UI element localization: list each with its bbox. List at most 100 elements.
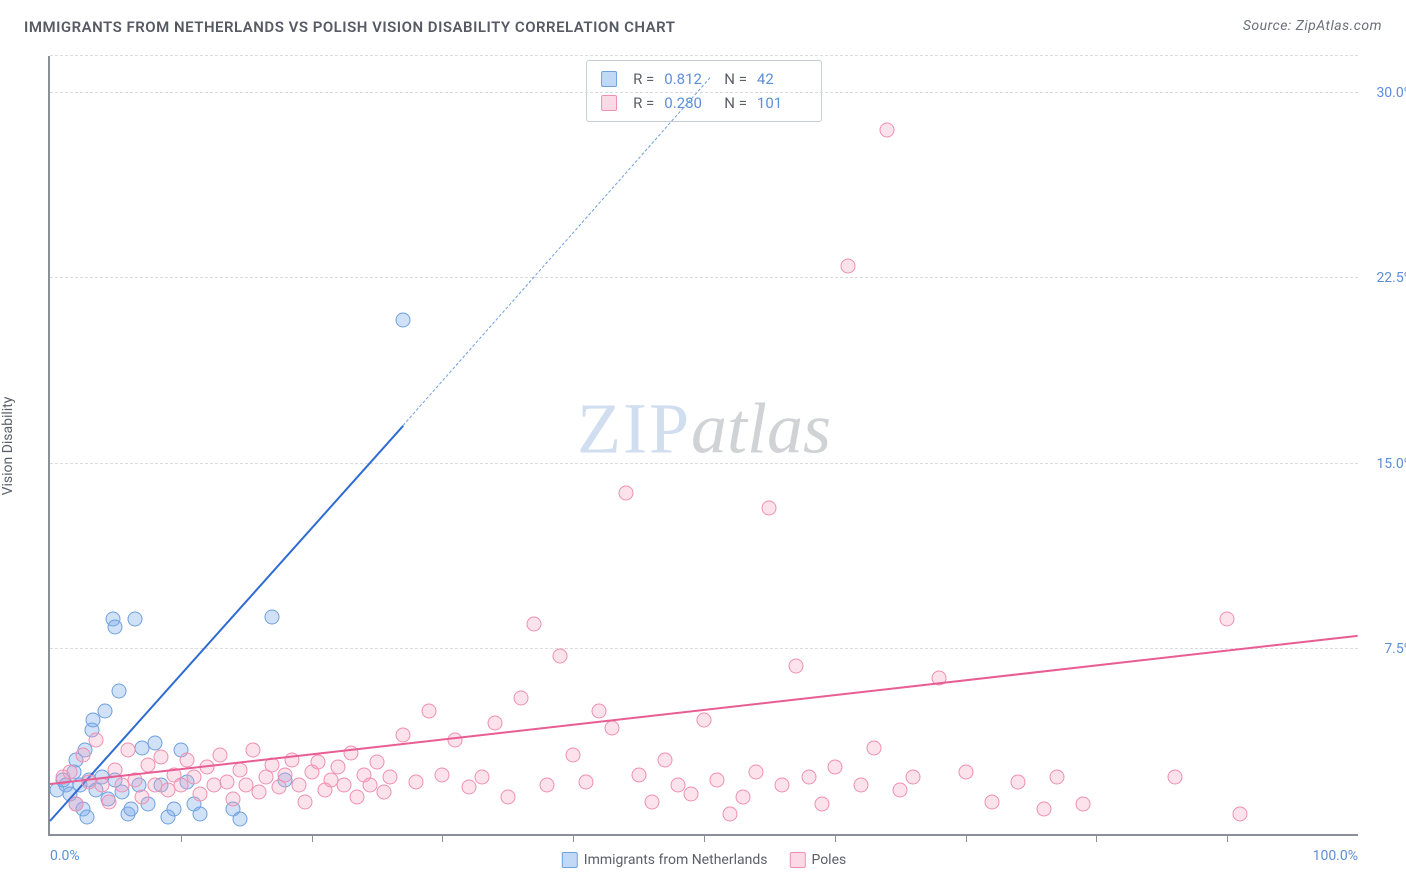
- data-point: [631, 767, 646, 782]
- data-point: [474, 770, 489, 785]
- data-point: [553, 649, 568, 664]
- data-point: [193, 787, 208, 802]
- correlation-legend: R = 0.812N = 42R = 0.280N = 101: [586, 60, 822, 122]
- data-point: [219, 775, 234, 790]
- data-point: [193, 807, 208, 822]
- pink-swatch: [601, 95, 617, 111]
- legend-row: R = 0.812N = 42: [601, 67, 807, 91]
- x-tick-label: 100.0%: [1313, 848, 1358, 864]
- data-point: [500, 789, 515, 804]
- series-legend: Immigrants from NetherlandsPoles: [562, 852, 846, 868]
- data-point: [128, 612, 143, 627]
- data-point: [252, 785, 267, 800]
- data-point: [1010, 775, 1025, 790]
- data-point: [448, 733, 463, 748]
- gridline: [50, 463, 1358, 464]
- x-tick: [704, 834, 705, 842]
- data-point: [788, 659, 803, 674]
- data-point: [736, 789, 751, 804]
- source-label: Source: ZipAtlas.com: [1243, 18, 1382, 34]
- x-tick: [442, 834, 443, 842]
- y-tick-label: 22.5%: [1376, 270, 1406, 286]
- data-point: [186, 770, 201, 785]
- data-point: [605, 720, 620, 735]
- data-point: [435, 767, 450, 782]
- gridline: [50, 92, 1358, 93]
- data-point: [396, 313, 411, 328]
- data-point: [226, 792, 241, 807]
- data-point: [112, 683, 127, 698]
- data-point: [124, 802, 139, 817]
- y-tick-label: 30.0%: [1376, 85, 1406, 101]
- data-point: [566, 747, 581, 762]
- data-point: [213, 747, 228, 762]
- data-point: [409, 775, 424, 790]
- data-point: [1076, 797, 1091, 812]
- data-point: [154, 750, 169, 765]
- data-point: [723, 807, 738, 822]
- data-point: [579, 775, 594, 790]
- data-point: [880, 123, 895, 138]
- data-point: [867, 740, 882, 755]
- data-point: [350, 789, 365, 804]
- regression-line: [50, 634, 1358, 784]
- data-point: [762, 500, 777, 515]
- watermark: ZIPatlas: [577, 388, 831, 471]
- gridline: [50, 277, 1358, 278]
- data-point: [487, 715, 502, 730]
- data-point: [1037, 802, 1052, 817]
- y-tick-label: 7.5%: [1384, 641, 1406, 657]
- regression-line: [49, 425, 404, 822]
- data-point: [75, 747, 90, 762]
- data-point: [1220, 612, 1235, 627]
- legend-item: Poles: [789, 852, 846, 868]
- data-point: [697, 713, 712, 728]
- blue-swatch: [562, 852, 578, 868]
- x-tick: [573, 834, 574, 842]
- x-tick: [181, 834, 182, 842]
- data-point: [461, 780, 476, 795]
- data-point: [814, 797, 829, 812]
- data-point: [801, 770, 816, 785]
- data-point: [97, 703, 112, 718]
- gridline: [50, 648, 1358, 649]
- data-point: [906, 770, 921, 785]
- data-point: [278, 767, 293, 782]
- y-axis-label: Vision Disability: [0, 397, 16, 496]
- data-point: [147, 735, 162, 750]
- data-point: [657, 752, 672, 767]
- x-tick: [835, 834, 836, 842]
- data-point: [513, 691, 528, 706]
- data-point: [298, 794, 313, 809]
- data-point: [984, 794, 999, 809]
- data-point: [69, 797, 84, 812]
- data-point: [644, 794, 659, 809]
- data-point: [540, 777, 555, 792]
- data-point: [710, 772, 725, 787]
- data-point: [88, 733, 103, 748]
- data-point: [167, 802, 182, 817]
- data-point: [592, 703, 607, 718]
- data-point: [749, 765, 764, 780]
- data-point: [121, 743, 136, 758]
- data-point: [383, 770, 398, 785]
- data-point: [180, 752, 195, 767]
- data-point: [330, 760, 345, 775]
- data-point: [62, 765, 77, 780]
- data-point: [1167, 770, 1182, 785]
- legend-row: R = 0.280N = 101: [601, 91, 807, 115]
- scatter-plot: ZIPatlas R = 0.812N = 42R = 0.280N = 101…: [48, 56, 1358, 836]
- gridline: [50, 55, 1358, 56]
- chart-title: IMMIGRANTS FROM NETHERLANDS VS POLISH VI…: [24, 18, 675, 36]
- regression-extrapolation: [403, 77, 711, 426]
- x-tick: [966, 834, 967, 842]
- data-point: [958, 765, 973, 780]
- data-point: [311, 755, 326, 770]
- data-point: [893, 782, 908, 797]
- data-point: [775, 777, 790, 792]
- data-point: [422, 703, 437, 718]
- data-point: [370, 755, 385, 770]
- data-point: [337, 777, 352, 792]
- x-tick: [1227, 834, 1228, 842]
- x-tick: [1096, 834, 1097, 842]
